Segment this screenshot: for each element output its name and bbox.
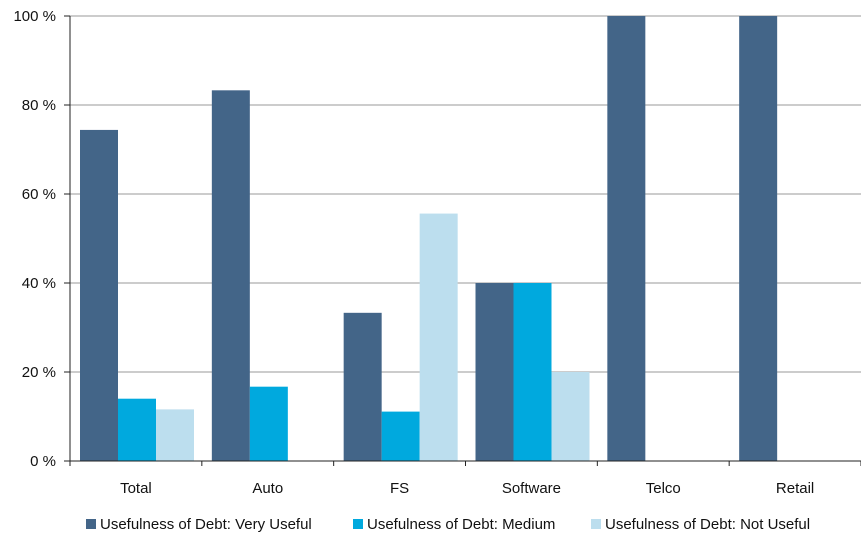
bar bbox=[607, 16, 646, 461]
y-tick-label: 0 % bbox=[30, 453, 56, 470]
x-tick-label: Retail bbox=[776, 480, 814, 497]
bar bbox=[551, 372, 590, 461]
x-tick-label: FS bbox=[390, 480, 409, 497]
bar bbox=[419, 213, 458, 461]
bar bbox=[475, 283, 514, 461]
x-tick-label: Software bbox=[502, 480, 561, 497]
gridlines bbox=[70, 15, 861, 373]
bar bbox=[211, 90, 250, 461]
legend-label: Usefulness of Debt: Medium bbox=[367, 516, 555, 533]
y-axis-ticks: 0 % 20 % 40 % 60 % 80 % 100 % bbox=[13, 8, 70, 470]
bar bbox=[739, 16, 778, 461]
x-axis-ticks: Total Auto FS Software Telco Retail bbox=[69, 461, 861, 497]
y-tick-label: 100 % bbox=[13, 8, 56, 25]
bar bbox=[381, 411, 420, 461]
x-tick-label: Telco bbox=[646, 480, 681, 497]
bars bbox=[80, 16, 778, 462]
legend-label: Usefulness of Debt: Very Useful bbox=[100, 516, 312, 533]
legend-label: Usefulness of Debt: Not Useful bbox=[605, 516, 810, 533]
x-tick-label: Total bbox=[120, 480, 152, 497]
x-tick-label: Auto bbox=[252, 480, 283, 497]
bar bbox=[156, 409, 194, 461]
y-tick-label: 80 % bbox=[22, 97, 56, 114]
legend: Usefulness of Debt: Very Useful Usefulnes… bbox=[86, 516, 810, 533]
legend-swatch bbox=[353, 519, 363, 529]
bar bbox=[249, 386, 288, 461]
bar bbox=[80, 129, 118, 462]
legend-swatch bbox=[86, 519, 96, 529]
legend-swatch bbox=[591, 519, 601, 529]
y-tick-label: 40 % bbox=[22, 275, 56, 292]
bar bbox=[513, 283, 552, 461]
bar bbox=[343, 312, 382, 461]
bar bbox=[118, 398, 156, 461]
y-tick-label: 20 % bbox=[22, 364, 56, 381]
y-tick-label: 60 % bbox=[22, 186, 56, 203]
